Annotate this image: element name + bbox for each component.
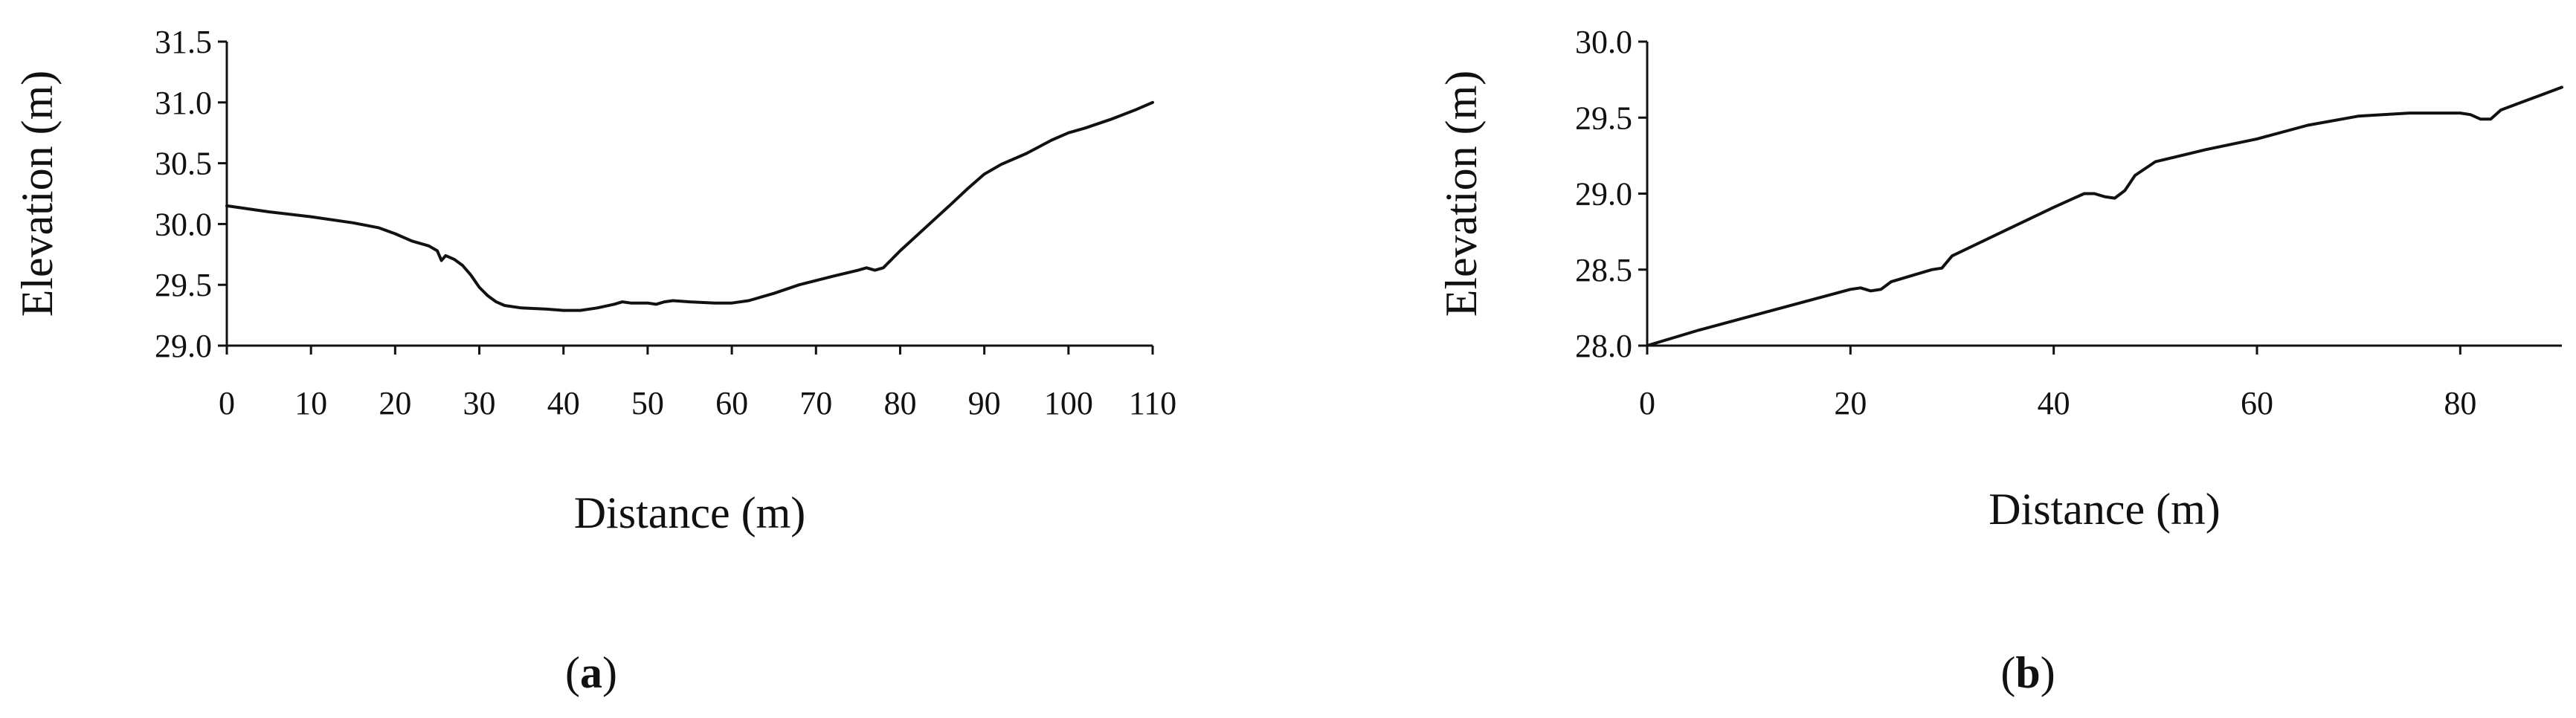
x-tick-label: 40: [2038, 385, 2070, 421]
y-tick-label: 30.0: [1575, 24, 1632, 60]
x-tick-label: 10: [294, 385, 327, 421]
series-line: [1646, 85, 2563, 347]
y-tick-label: 30.0: [155, 206, 212, 242]
y-tick-label: 29.0: [1575, 176, 1632, 213]
y-tick-label: 28.5: [1575, 252, 1632, 288]
x-axis-label: Distance (m): [574, 488, 806, 537]
y-axis-label: Elevation (m): [13, 71, 62, 317]
y-tick-label: 28.0: [1575, 328, 1632, 364]
y-tick-label: 31.5: [155, 24, 212, 60]
panel-label: (b): [2000, 648, 2055, 697]
chart-panel-a: 29.0 29.5 30.0 30.5 31.0 31.5 0 10 20 30 40 50 60 70 8…: [13, 24, 1176, 697]
y-tick-label: 29.5: [155, 267, 212, 303]
series-line: [225, 100, 1154, 312]
x-tick-label: 20: [1834, 385, 1867, 421]
x-tick-label: 90: [968, 385, 1001, 421]
y-tick-label: 29.0: [155, 328, 212, 364]
x-tick-label: 70: [799, 385, 832, 421]
y-tick-label: 30.5: [155, 146, 212, 182]
x-tick-label: 100: [1044, 385, 1093, 421]
y-tick-label: 31.0: [155, 85, 212, 121]
panel-label: (a): [565, 648, 617, 697]
x-tick-label: 110: [1129, 385, 1176, 421]
x-tick-label: 80: [2444, 385, 2476, 421]
y-axis-label: Elevation (m): [1437, 71, 1486, 317]
x-tick-label: 0: [219, 385, 235, 421]
x-tick-label: 40: [547, 385, 580, 421]
x-tick-label: 30: [463, 385, 496, 421]
x-tick-label: 0: [1639, 385, 1655, 421]
x-tick-label: 60: [715, 385, 748, 421]
x-tick-label: 60: [2241, 385, 2273, 421]
x-tick-label: 20: [379, 385, 411, 421]
chart-panel-b: 28.0 28.5 29.0 29.5 30.0 0 20 40 60 80 Distance (m…: [1437, 24, 2563, 697]
x-tick-label: 50: [631, 385, 664, 421]
x-axis-label: Distance (m): [1989, 485, 2221, 534]
x-tick-label: 80: [883, 385, 916, 421]
y-tick-label: 29.5: [1575, 100, 1632, 136]
